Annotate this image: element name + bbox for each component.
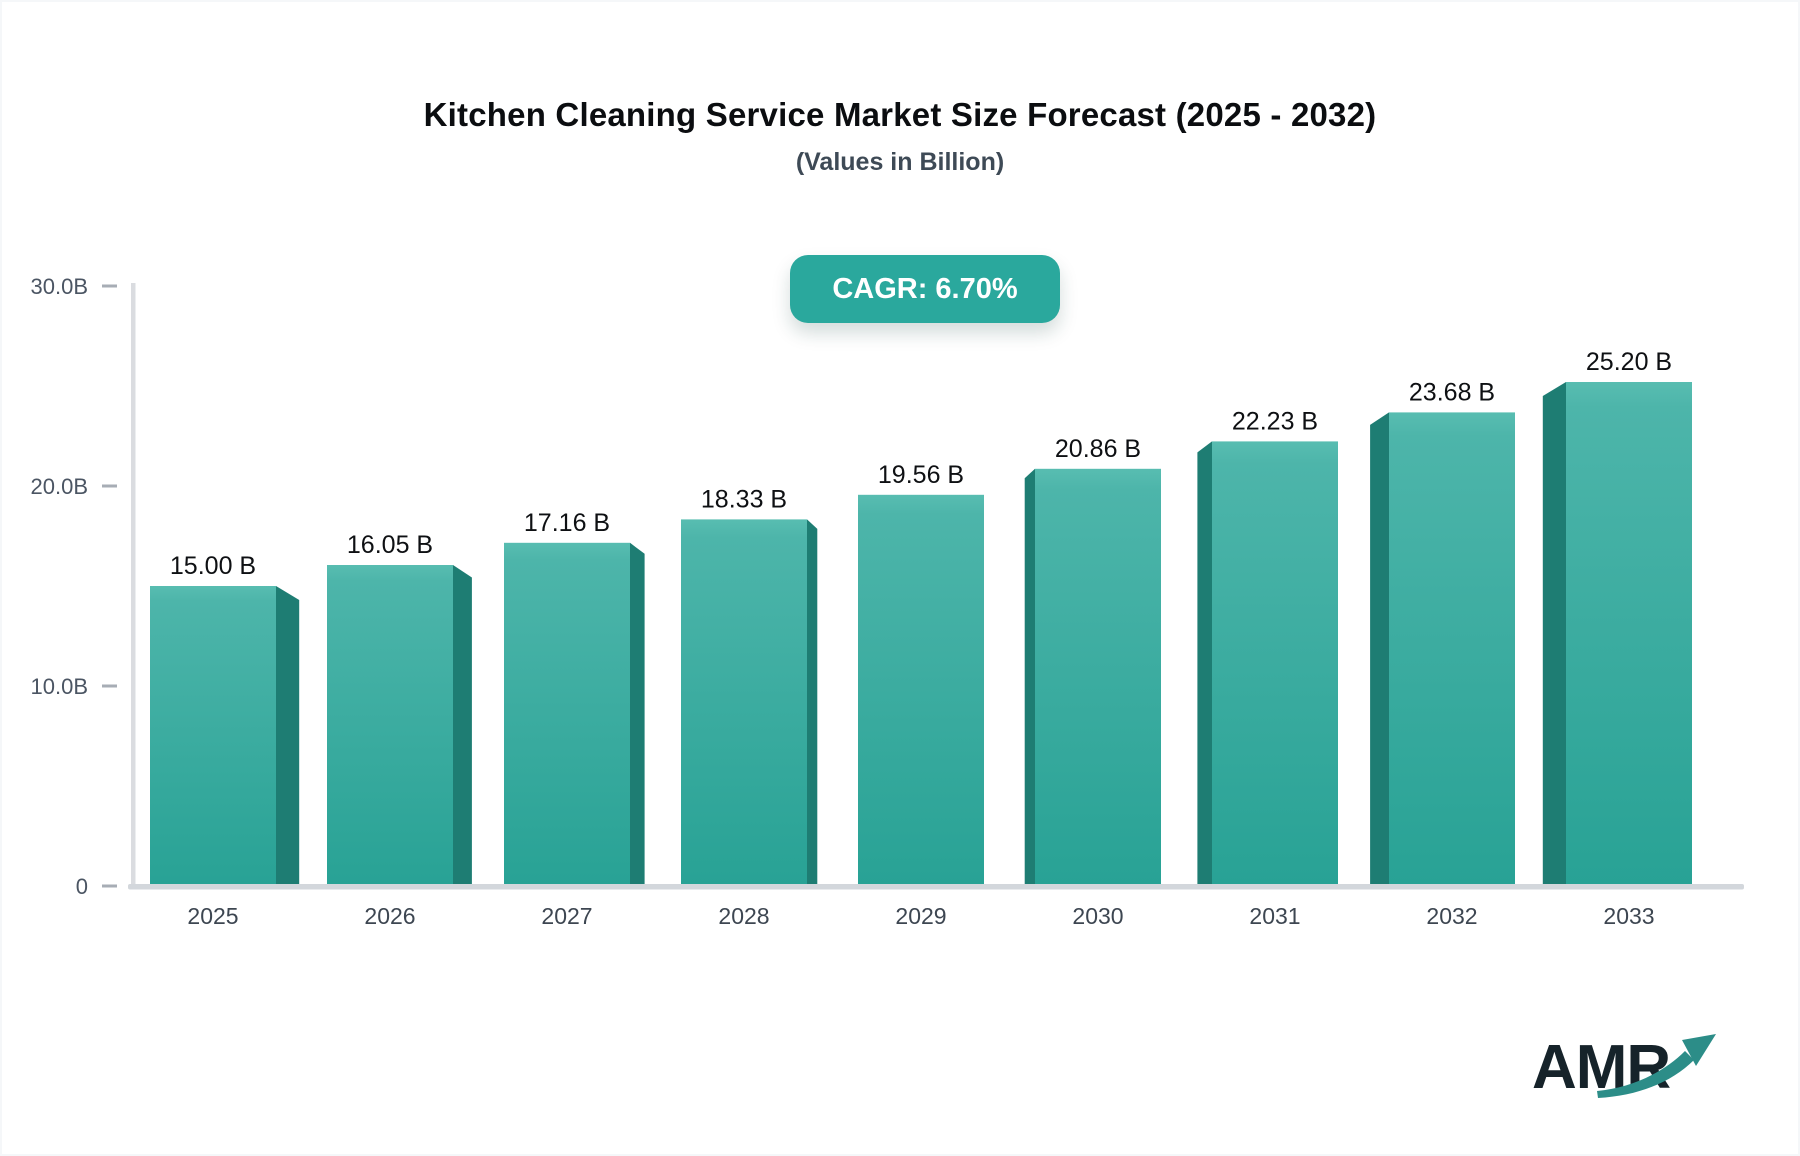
bar-value-label: 22.23 B	[1232, 407, 1318, 435]
bar-2028: 18.33 B 2028	[681, 485, 818, 929]
cagr-badge-label: CAGR: 6.70%	[832, 272, 1018, 305]
x-axis-label: 2030	[1072, 903, 1123, 929]
bar-2033: 25.20 B 2033	[1542, 348, 1692, 929]
bar-2031: 22.23 B 2031	[1197, 407, 1338, 929]
y-axis-line	[131, 283, 136, 886]
x-axis-label: 2028	[718, 903, 769, 929]
bar-front-face	[1566, 382, 1692, 886]
x-axis-label: 2031	[1249, 903, 1300, 929]
bar-2026: 16.05 B 2026	[327, 531, 472, 929]
chart-title: Kitchen Cleaning Service Market Size For…	[423, 96, 1377, 133]
bar-front-face	[681, 519, 807, 886]
bar-value-label: 20.86 B	[1055, 435, 1141, 463]
bar-value-label: 25.20 B	[1586, 348, 1672, 376]
y-axis-tick	[102, 884, 117, 888]
y-axis-tick-label: 0	[76, 874, 88, 899]
bar-side-face	[1024, 468, 1035, 886]
cagr-badge: CAGR: 6.70%	[790, 255, 1060, 323]
bar-front-face	[1035, 468, 1161, 886]
amr-logo-text: AMR	[1532, 1033, 1671, 1102]
x-axis-label: 2033	[1603, 903, 1654, 929]
bar-side-face	[1542, 382, 1566, 886]
bar-front-face	[150, 586, 276, 886]
x-axis-line	[128, 884, 1744, 890]
bar-front-face	[504, 542, 630, 886]
bar-side-face	[1197, 441, 1212, 886]
bar-2032: 23.68 B 2032	[1370, 378, 1515, 929]
growth-arrow-icon	[1597, 1034, 1716, 1098]
bar-2029: 19.56 B 2029	[858, 461, 984, 929]
bar-side-face	[453, 565, 472, 886]
x-axis-label: 2026	[364, 903, 415, 929]
bar-side-face	[630, 542, 645, 886]
x-axis-label: 2032	[1426, 903, 1477, 929]
y-axis-tick	[102, 484, 117, 488]
bar-2025: 15.00 B 2025	[150, 552, 300, 929]
bar-2027: 17.16 B 2027	[504, 509, 645, 929]
bar-value-label: 23.68 B	[1409, 378, 1495, 406]
amr-logo: AMR	[1532, 1033, 1762, 1126]
y-axis-tick-label: 20.0B	[31, 474, 89, 499]
bar-side-face	[807, 519, 818, 886]
bar-2030: 20.86 B 2030	[1024, 435, 1161, 929]
x-axis-label: 2027	[541, 903, 592, 929]
bar-value-label: 15.00 B	[170, 552, 256, 580]
x-axis-label: 2029	[895, 903, 946, 929]
bar-value-label: 18.33 B	[701, 485, 787, 513]
bar-side-face	[1370, 412, 1389, 886]
y-axis-tick-label: 30.0B	[31, 274, 89, 299]
bar-front-face	[858, 494, 984, 886]
y-axis-tick-label: 10.0B	[31, 674, 89, 699]
y-axis-tick	[102, 284, 117, 288]
bar-side-face	[276, 586, 300, 886]
y-axis-tick	[102, 684, 117, 688]
chart-subtitle: (Values in Billion)	[795, 148, 1005, 176]
bar-value-label: 19.56 B	[878, 461, 964, 489]
bar-front-face	[327, 565, 453, 886]
bar-front-face	[1212, 441, 1338, 886]
bar-value-label: 17.16 B	[524, 509, 610, 537]
bar-front-face	[1389, 412, 1515, 886]
x-axis-label: 2025	[187, 903, 238, 929]
bar-value-label: 16.05 B	[347, 531, 433, 559]
